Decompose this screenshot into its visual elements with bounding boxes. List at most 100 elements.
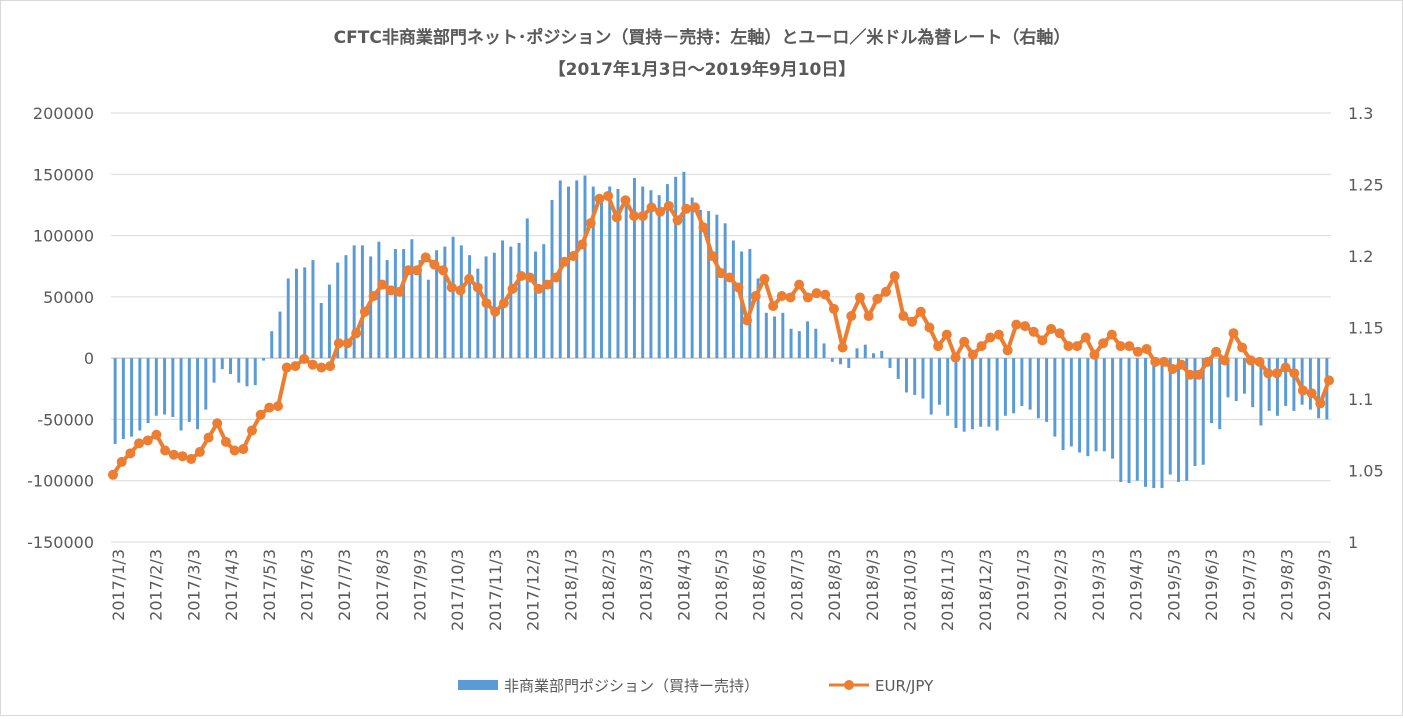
eurjpy-point: [429, 259, 440, 270]
eurjpy-point: [750, 291, 761, 302]
position-bar: [1078, 358, 1082, 453]
y-right-tick-label: 1.2: [1348, 247, 1373, 266]
position-bar: [179, 358, 183, 431]
eurjpy-point: [976, 341, 987, 352]
y-left-tick-label: 0: [84, 349, 94, 368]
x-tick-label: 2019/8/3: [1277, 549, 1296, 621]
position-bar: [204, 358, 208, 410]
position-bar: [163, 358, 167, 415]
eurjpy-point: [299, 353, 310, 364]
eurjpy-point: [351, 328, 362, 339]
position-bar: [1160, 358, 1164, 489]
x-tick-label: 2018/7/3: [787, 549, 806, 621]
position-bar: [937, 358, 941, 405]
eurjpy-point: [1202, 356, 1213, 367]
eurjpy-point: [681, 203, 692, 214]
eurjpy-point: [1185, 369, 1196, 380]
position-bar: [1201, 358, 1205, 465]
position-bar: [921, 358, 925, 399]
eurjpy-point: [542, 279, 553, 290]
position-bar: [756, 278, 760, 359]
position-bar: [253, 358, 257, 386]
eurjpy-point: [872, 293, 883, 304]
position-bar: [451, 236, 455, 359]
eurjpy-point: [1254, 356, 1265, 367]
x-axis: 2017/1/3 2017/2/3 2017/3/3 2017/4/3 2017/5/3…: [109, 549, 1334, 631]
position-bar: [995, 358, 999, 431]
eurjpy-point: [412, 265, 422, 276]
eurjpy-point: [446, 282, 457, 293]
position-bar: [773, 316, 777, 359]
eurjpy-point: [273, 401, 284, 412]
x-tick-label: 2018/11/3: [938, 549, 957, 631]
eurjpy-point: [333, 338, 344, 349]
position-bar: [632, 177, 636, 359]
position-bar: [327, 284, 331, 359]
position-bar: [781, 312, 785, 359]
x-tick-label: 2018/6/3: [750, 549, 769, 621]
position-bar: [1284, 358, 1288, 406]
eurjpy-point: [533, 283, 544, 294]
eurjpy-point: [1219, 355, 1230, 366]
x-tick-label: 2017/6/3: [297, 549, 316, 621]
position-bar: [1152, 358, 1156, 489]
position-bar: [294, 268, 298, 359]
position-bar: [1111, 358, 1115, 459]
position-bar: [509, 246, 513, 359]
y-left-tick-label: -100000: [27, 472, 94, 491]
eurjpy-point: [837, 342, 848, 353]
eurjpy-point: [698, 222, 709, 233]
x-tick-label: 2019/7/3: [1240, 549, 1259, 621]
eurjpy-point: [229, 445, 240, 456]
eurjpy-point: [212, 418, 223, 429]
y-left-tick-label: 100000: [33, 227, 94, 246]
eurjpy-point: [108, 469, 118, 480]
position-bar: [1308, 358, 1312, 410]
position-bar: [1069, 358, 1073, 447]
x-tick-label: 2018/5/3: [712, 549, 731, 621]
position-bar: [1045, 358, 1049, 422]
position-bar: [1135, 358, 1139, 481]
eurjpy-point: [160, 445, 171, 456]
line-series: [108, 190, 1334, 480]
position-bar: [764, 312, 768, 359]
eurjpy-point: [524, 272, 535, 283]
x-tick-label: 2018/8/3: [825, 549, 844, 621]
position-bar: [872, 353, 875, 359]
eurjpy-point: [1211, 346, 1222, 357]
eurjpy-point: [933, 341, 944, 352]
eurjpy-point: [1046, 323, 1057, 334]
position-bar: [723, 223, 727, 359]
position-bar: [418, 260, 422, 359]
eurjpy-point: [967, 349, 978, 360]
eurjpy-point: [246, 425, 257, 436]
position-bar: [946, 358, 950, 416]
position-bar: [154, 358, 158, 416]
eurjpy-point: [116, 456, 127, 467]
position-bar: [410, 239, 414, 359]
eurjpy-point: [516, 271, 527, 282]
eurjpy-point: [785, 292, 796, 303]
eurjpy-point: [577, 239, 588, 250]
eurjpy-point: [1141, 343, 1152, 354]
position-bar: [435, 250, 439, 359]
chart-subtitle: 【2017年1月3日～2019年9月10日】: [549, 59, 856, 80]
position-bar: [443, 246, 447, 359]
position-bar: [641, 186, 645, 359]
eurjpy-point: [603, 190, 614, 201]
position-bar: [121, 358, 125, 440]
x-tick-label: 2019/2/3: [1051, 549, 1070, 621]
x-tick-label: 2019/4/3: [1127, 549, 1146, 621]
eurjpy-point: [1245, 355, 1256, 366]
position-bar: [352, 245, 356, 359]
position-bar: [1094, 358, 1098, 452]
position-bar: [1251, 358, 1255, 408]
eurjpy-point: [1011, 319, 1022, 330]
chart-title: CFTC非商業部門ネット･ポジション（買持－売持：左軸）とユーロ／米ドル為替レー…: [334, 27, 1071, 48]
position-bar: [1317, 358, 1321, 419]
position-bar: [1053, 358, 1057, 437]
position-bar: [698, 209, 702, 359]
position-bar: [344, 255, 348, 359]
eurjpy-point: [151, 429, 162, 440]
position-bar: [1102, 358, 1106, 452]
